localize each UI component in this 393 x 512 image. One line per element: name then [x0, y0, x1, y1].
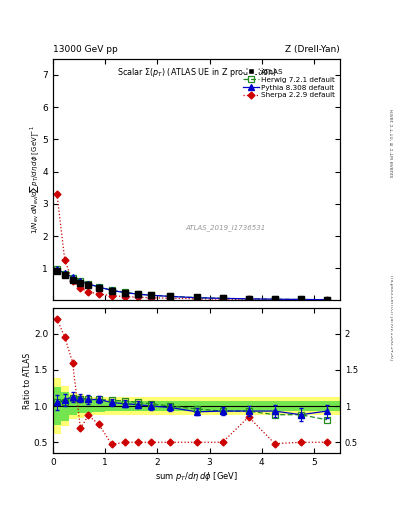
Legend: ATLAS, Herwig 7.2.1 default, Pythia 8.308 default, Sherpa 2.2.9 default: ATLAS, Herwig 7.2.1 default, Pythia 8.30…	[241, 67, 336, 100]
Y-axis label: $1/N_\mathrm{ev}\ dN_\mathrm{ev}/d\!\sum p_T/d\eta\,d\phi\ [\mathrm{GeV}]^{-1}$: $1/N_\mathrm{ev}\ dN_\mathrm{ev}/d\!\sum…	[28, 125, 41, 234]
Text: Rivet 3.1.10, ≥ 3.1M events: Rivet 3.1.10, ≥ 3.1M events	[389, 109, 393, 178]
Text: Scalar $\Sigma(p_T)$ (ATLAS UE in Z production): Scalar $\Sigma(p_T)$ (ATLAS UE in Z prod…	[117, 66, 276, 79]
Text: mcplots.cern.ch [arXiv:1306.3436]: mcplots.cern.ch [arXiv:1306.3436]	[389, 275, 393, 360]
X-axis label: sum $p_T/d\eta\,d\phi$ [GeV]: sum $p_T/d\eta\,d\phi$ [GeV]	[155, 470, 238, 483]
Text: ATLAS_2019_I1736531: ATLAS_2019_I1736531	[185, 225, 265, 231]
Y-axis label: Ratio to ATLAS: Ratio to ATLAS	[24, 353, 33, 409]
Text: 13000 GeV pp: 13000 GeV pp	[53, 45, 118, 54]
Text: Z (Drell-Yan): Z (Drell-Yan)	[285, 45, 340, 54]
